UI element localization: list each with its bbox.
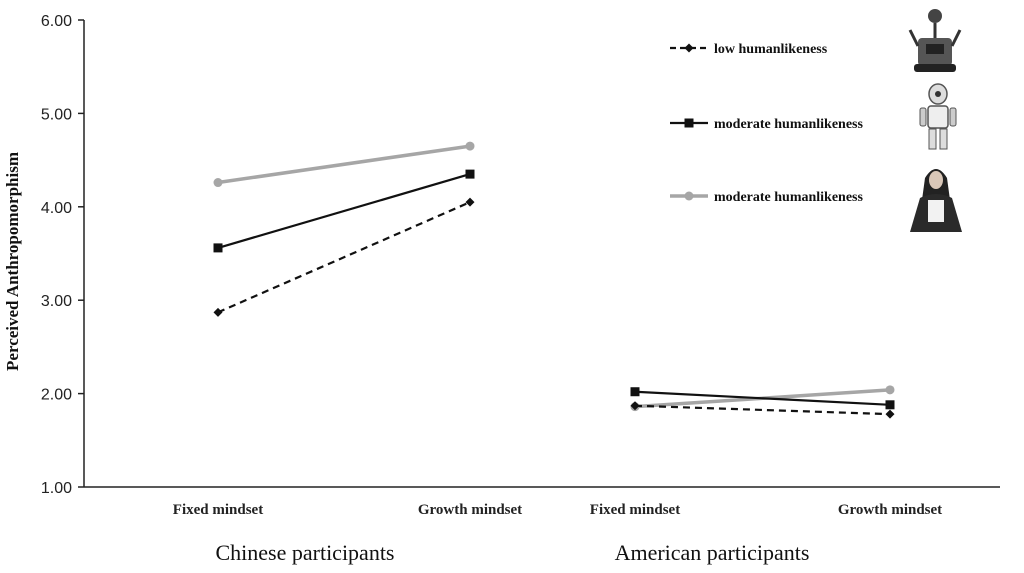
- legend: low humanlikeness moderate humanlikeness m…: [670, 9, 962, 232]
- x-tick-label: Fixed mindset: [173, 502, 263, 518]
- y-tick-label: 3.00: [41, 293, 72, 310]
- data-point-diamond: [630, 401, 640, 411]
- robot-head: [928, 9, 942, 23]
- legend-label: low humanlikeness: [714, 42, 828, 57]
- y-tick-label: 6.00: [41, 13, 72, 30]
- humanoid-leg-left: [928, 128, 937, 150]
- series-line: [217, 201, 471, 314]
- robot-tracks: [914, 64, 956, 72]
- series-line: [217, 173, 471, 249]
- data-point-diamond: [465, 197, 475, 207]
- data-point-square: [684, 118, 694, 128]
- legend-label: moderate humanlikeness: [714, 190, 864, 205]
- y-tick-label: 5.00: [41, 106, 72, 123]
- robot-arm-left: [908, 29, 920, 47]
- data-point-square: [465, 169, 475, 179]
- data-point-circle: [213, 178, 223, 188]
- data-point-diamond: [885, 409, 895, 419]
- y-tick-label: 2.00: [41, 387, 72, 404]
- data-point-square: [630, 387, 640, 397]
- humanoid-leg-right: [939, 128, 948, 150]
- human-shirt: [928, 200, 944, 222]
- robot-tank-icon: [908, 9, 962, 72]
- y-tick-label: 1.00: [41, 480, 72, 497]
- x-tick-label: Growth mindset: [418, 502, 522, 518]
- humanoid-arm-right: [949, 107, 957, 127]
- robot-arm-right: [950, 29, 962, 47]
- humanoid-robot-icon: [919, 83, 957, 150]
- y-axis-group: 1.00 2.00 3.00 4.00 5.00 6.00 Perceived Anthro…: [3, 13, 85, 497]
- x-tick-label: Growth mindset: [838, 502, 942, 518]
- series-line: [634, 404, 891, 416]
- data-point-circle: [684, 191, 694, 201]
- y-axis-label: Perceived Anthropomorphism: [3, 152, 22, 371]
- data-point-diamond: [213, 307, 223, 317]
- legend-label: moderate humanlikeness: [714, 117, 864, 132]
- human-face: [929, 171, 943, 189]
- humanoid-eye: [935, 91, 941, 97]
- series-line: [634, 390, 891, 406]
- robot-screen: [926, 44, 944, 54]
- plot-group: [213, 141, 895, 419]
- data-point-circle: [465, 141, 475, 151]
- data-point-square: [213, 243, 223, 253]
- human-figure-icon: [910, 169, 962, 232]
- humanoid-torso: [927, 105, 949, 129]
- group-label-american: American participants: [615, 540, 810, 565]
- humanoid-arm-left: [919, 107, 927, 127]
- data-point-square: [885, 400, 895, 410]
- data-point-circle: [885, 385, 895, 395]
- group-label-chinese: Chinese participants: [215, 540, 394, 565]
- x-axis-group: Fixed mindset Growth mindset Fixed mindset…: [84, 486, 1000, 565]
- series-line: [217, 144, 471, 185]
- x-tick-label: Fixed mindset: [590, 502, 680, 518]
- data-point-diamond: [684, 43, 694, 53]
- y-tick-label: 4.00: [41, 200, 72, 217]
